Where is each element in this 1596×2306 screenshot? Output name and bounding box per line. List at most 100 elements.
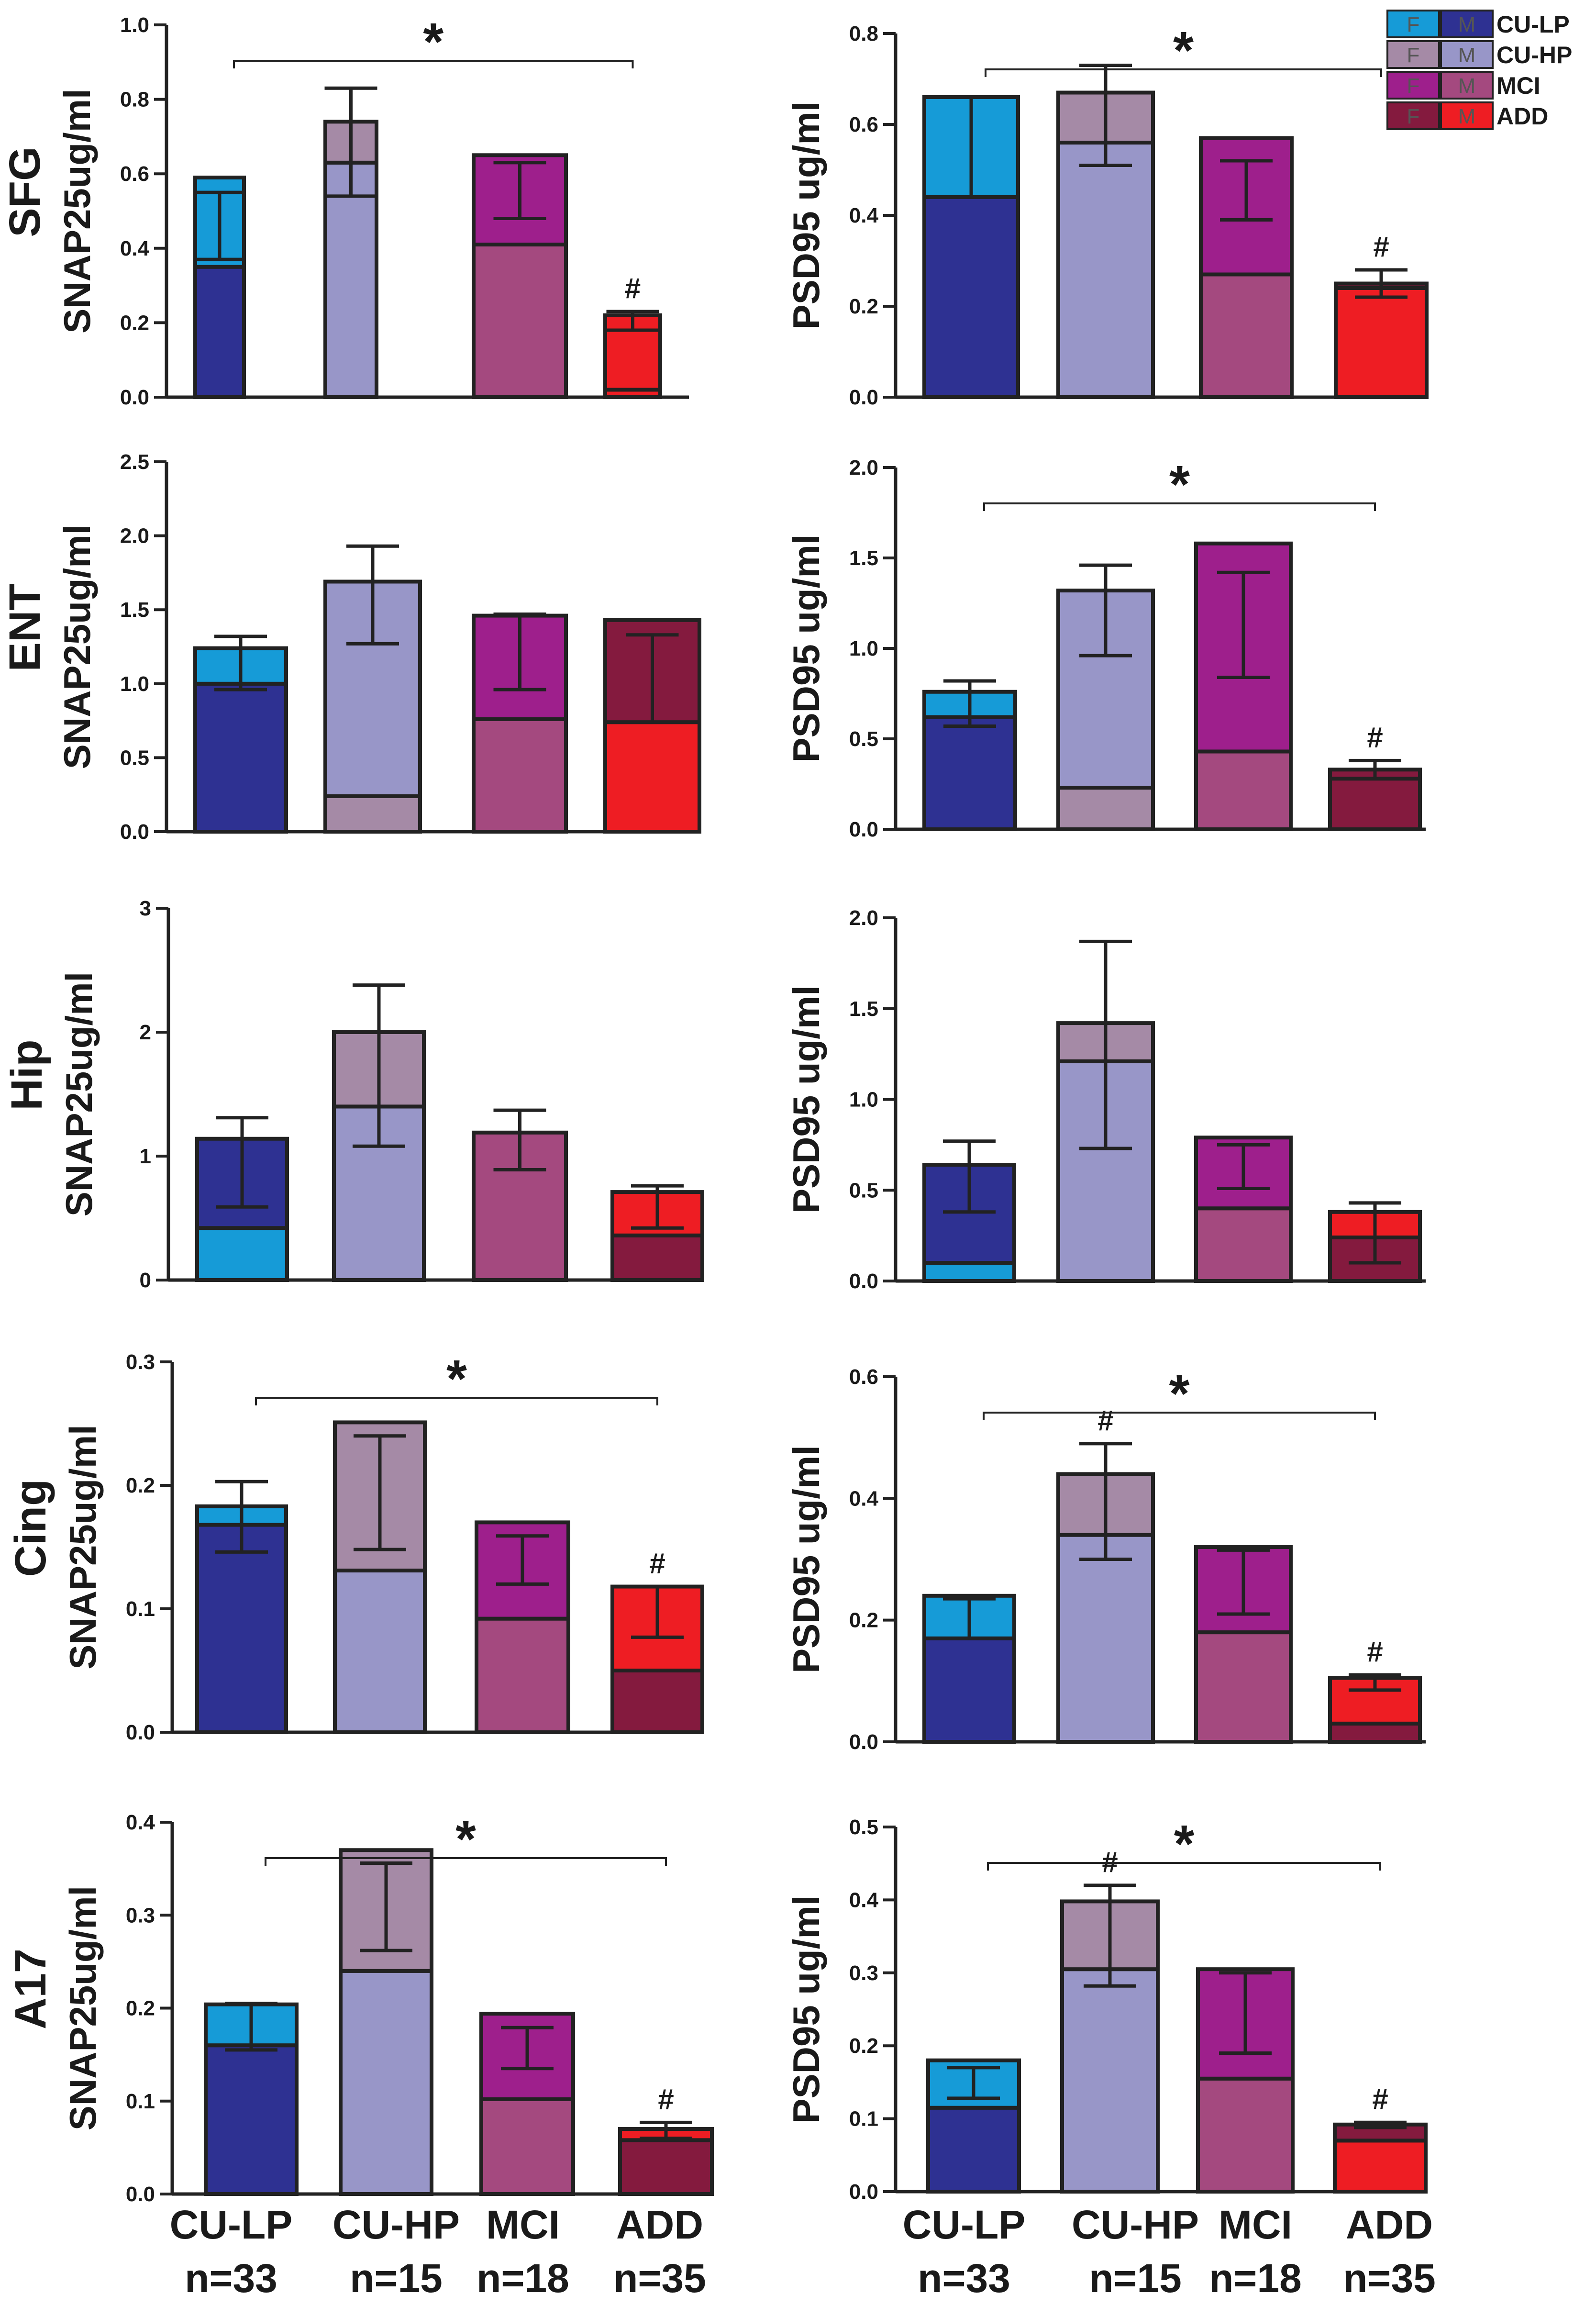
- y-tick-label: 0.6: [849, 113, 878, 136]
- bar-segment-male: [323, 160, 378, 399]
- region-label: Hip: [2, 1039, 51, 1110]
- y-tick-label: 1.0: [849, 1088, 878, 1112]
- region-label: Cing: [6, 1479, 55, 1577]
- bar-segment-male: [926, 2105, 1021, 2194]
- x-category-label: MCI: [486, 2202, 560, 2247]
- y-tick-label: 0.4: [849, 1487, 879, 1510]
- y-tick-label: 1: [140, 1145, 151, 1168]
- y-tick-label: 0.0: [849, 1270, 878, 1293]
- bar-segment-male: [1333, 2139, 1428, 2194]
- bar-segment-male: [1328, 777, 1422, 832]
- y-tick-label: 0.4: [849, 1888, 879, 1912]
- legend-name-mci: MCI: [1496, 72, 1541, 99]
- y-tick-label: 1.5: [120, 598, 149, 622]
- y-tick-label: 1.0: [120, 13, 149, 37]
- y-axis-label: SNAP25ug/ml: [56, 524, 98, 769]
- y-tick-label: 0.0: [126, 2183, 155, 2206]
- bar-segment-male: [1196, 2076, 1295, 2194]
- y-tick-label: 1.0: [120, 672, 149, 696]
- bar-segment-male: [922, 1636, 1016, 1744]
- y-tick-label: 0.6: [849, 1365, 878, 1389]
- x-count-label: n=35: [1343, 2256, 1436, 2301]
- y-tick-label: 1.5: [849, 997, 878, 1021]
- x-count-label: n=18: [1209, 2256, 1302, 2301]
- legend-row-add: F M ADD: [1386, 101, 1548, 130]
- legend-swatch-female-cu-lp: [1386, 10, 1440, 38]
- bar-segment-male: [1056, 1533, 1155, 1744]
- legend-m-label: M: [1458, 105, 1476, 128]
- y-tick-label: 0.2: [120, 311, 149, 334]
- significance-hash: #: [1367, 721, 1383, 753]
- y-axis-label: PSD95 ug/ml: [785, 535, 827, 763]
- y-tick-label: 0.2: [849, 295, 878, 318]
- y-tick-label: 0.0: [849, 818, 878, 841]
- y-tick-label: 0.0: [849, 1730, 878, 1754]
- bar-segment-male: [472, 243, 568, 399]
- significance-bracket: [983, 1412, 1376, 1420]
- y-tick-label: 0.2: [126, 1997, 155, 2020]
- bar-segment-male: [475, 1616, 570, 1734]
- legend-f-label: F: [1407, 105, 1420, 128]
- significance-star: *: [1169, 1364, 1190, 1423]
- y-tick-label: 0.8: [849, 22, 878, 45]
- y-tick-label: 0: [140, 1269, 151, 1292]
- bar-segment-male: [610, 1233, 704, 1282]
- chart-panels: #0.00.20.40.60.81.0SNAP25ug/mlSFG*#0.00.…: [0, 12, 1429, 2206]
- significance-hash: #: [658, 2083, 674, 2115]
- y-tick-label: 3: [140, 897, 151, 920]
- panel-sfg-psd95: #0.0 0.2 0.4 0.6 0.8 PSD95 ug/ml *: [785, 21, 1429, 409]
- bar-segment-male: [339, 1969, 433, 2196]
- y-tick-label: 0.3: [126, 1350, 155, 1374]
- bar-segment-male: [1194, 749, 1293, 831]
- legend-row-cu-lp: F M CU-LP: [1386, 10, 1570, 38]
- significance-star: *: [455, 1810, 476, 1869]
- bar-segment-male: [333, 1569, 427, 1735]
- region-label: A17: [6, 1949, 55, 2029]
- legend-name-add: ADD: [1496, 103, 1548, 130]
- bar-segment-male: [1056, 786, 1155, 832]
- y-tick-label: 0.1: [849, 2107, 878, 2131]
- panel-hip-psd95: 0.0 0.5 1.0 1.5 2.0 PSD95 ug/ml: [785, 906, 1426, 1293]
- bar-segment-male: [1194, 1206, 1293, 1283]
- bar-segment-male: [323, 794, 422, 834]
- y-axis-label: SNAP25ug/ml: [62, 1886, 104, 2130]
- significance-star: *: [423, 12, 443, 71]
- bar-segment-male: [618, 2138, 714, 2196]
- x-category-label: CU-HP: [332, 2202, 460, 2247]
- x-count-label: n=35: [613, 2256, 706, 2301]
- legend-m-label: M: [1458, 74, 1476, 98]
- y-axis-label: PSD95 ug/ml: [785, 1445, 827, 1673]
- bar-segment-male: [472, 717, 568, 834]
- bar-segment-male: [1199, 272, 1294, 399]
- bar-segment-male: [193, 681, 288, 834]
- bar-segment-male: [922, 195, 1020, 399]
- bar-segment-male: [195, 1523, 288, 1735]
- significance-bracket: [985, 68, 1382, 77]
- y-axis-label: PSD95 ug/ml: [785, 1895, 827, 2124]
- y-tick-label: 2.0: [849, 456, 878, 479]
- legend-m-label: M: [1458, 13, 1476, 36]
- y-tick-label: 0.5: [849, 1179, 878, 1202]
- legend-name-cu-hp: CU-HP: [1496, 42, 1572, 68]
- bar-segment-male: [1334, 286, 1429, 399]
- legend-swatch-male-mci: [1440, 71, 1494, 100]
- significance-bracket: [987, 1862, 1381, 1871]
- significance-bracket: [983, 502, 1376, 511]
- legend-f-label: F: [1407, 74, 1420, 98]
- y-tick-label: 0.0: [849, 386, 878, 409]
- legend-m-label: M: [1458, 44, 1476, 67]
- y-tick-label: 0.0: [126, 1721, 155, 1744]
- y-tick-label: 1.0: [849, 637, 878, 660]
- legend-row-cu-hp: F M CU-HP: [1386, 40, 1572, 69]
- bar-segment-male: [1056, 141, 1155, 399]
- legend-name-cu-lp: CU-LP: [1496, 11, 1570, 38]
- x-count-label: n=33: [185, 2256, 277, 2301]
- bar-segment-male: [922, 1261, 1016, 1283]
- y-axis-label: PSD95 ug/ml: [785, 985, 827, 1214]
- significance-star: *: [1174, 1815, 1195, 1873]
- bar-segment-male: [610, 1669, 704, 1734]
- y-tick-label: 0.3: [126, 1904, 155, 1927]
